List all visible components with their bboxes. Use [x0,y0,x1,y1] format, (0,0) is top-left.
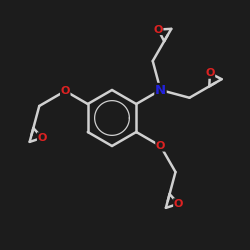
Text: O: O [38,133,47,143]
Text: N: N [155,84,166,96]
Text: O: O [60,86,70,96]
Text: O: O [174,199,183,209]
Text: O: O [154,24,163,34]
Text: O: O [205,68,214,78]
Text: O: O [156,141,165,151]
